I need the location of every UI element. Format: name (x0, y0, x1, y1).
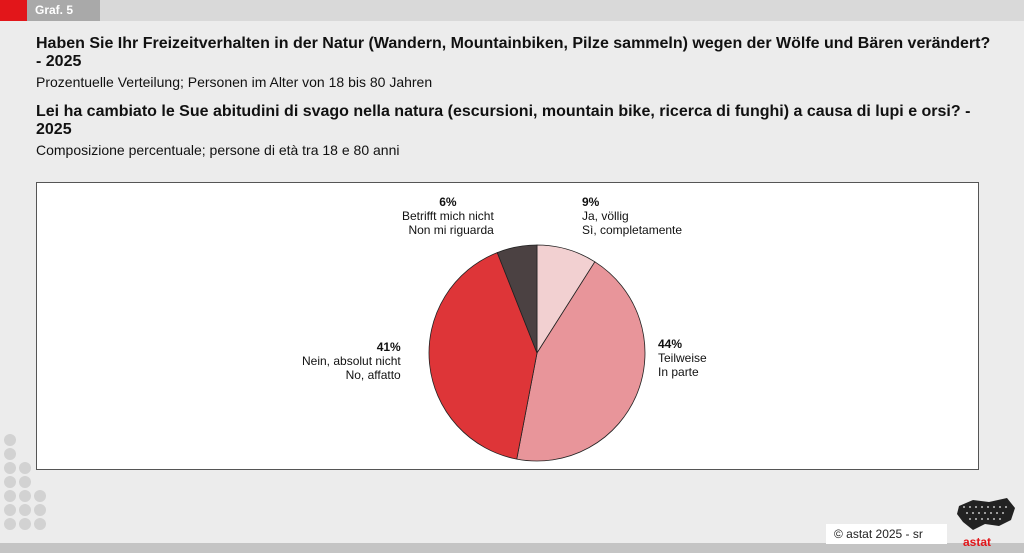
pie-slice-1 (516, 261, 646, 462)
decorative-dot (4, 476, 16, 488)
decorative-dot (19, 518, 31, 530)
decorative-dot (4, 518, 16, 530)
chart-subtitle-it: Composizione percentuale; persone di età… (36, 142, 400, 158)
decorative-dot (4, 462, 16, 474)
slice-label-de: Teilweise (658, 351, 707, 365)
decorative-dot (4, 504, 16, 516)
slice-label-it: Sì, completamente (582, 223, 683, 237)
footer-band (0, 543, 1024, 553)
decorative-dot (34, 490, 46, 502)
chart-title-it: Lei ha cambiato le Sue abitudini di svag… (36, 103, 971, 138)
slice-pct: 6% (439, 195, 457, 209)
pie-slice-2 (428, 252, 538, 460)
slice-pct: 9% (582, 195, 600, 209)
decorative-dot (34, 504, 46, 516)
astat-logo-text: astat (963, 535, 992, 549)
slice-label-teilweise: 44% Teilweise In parte (658, 337, 707, 379)
decorative-dot (4, 434, 16, 446)
slice-label-it: In parte (658, 365, 699, 379)
decorative-dot (4, 448, 16, 460)
chart-panel: 6% Betrifft mich nicht Non mi riguarda 9… (36, 182, 979, 470)
decorative-dot (19, 476, 31, 488)
slice-pct: 41% (376, 340, 401, 354)
decorative-dot (19, 490, 31, 502)
slice-label-it: Non mi riguarda (408, 223, 494, 237)
graf-badge-accent (0, 0, 27, 21)
chart-subtitle-de: Prozentuelle Verteilung; Personen im Alt… (36, 74, 433, 90)
decorative-dots-pattern (4, 434, 46, 530)
pie-slice-3 (496, 244, 538, 354)
header-band (0, 0, 1024, 21)
slice-label-de: Nein, absolut nicht (302, 354, 401, 368)
pie-chart (428, 244, 646, 462)
slice-label-de: Ja, völlig (582, 209, 629, 223)
slice-label-betrifft: 6% Betrifft mich nicht Non mi riguarda (402, 195, 494, 237)
slice-pct: 44% (658, 337, 683, 351)
decorative-dot (4, 490, 16, 502)
decorative-dot (19, 504, 31, 516)
graf-badge-label: Graf. 5 (35, 3, 74, 17)
slice-label-de: Betrifft mich nicht (402, 209, 494, 223)
decorative-dot (19, 462, 31, 474)
slice-label-ja: 9% Ja, völlig Sì, completamente (582, 195, 682, 237)
astat-logo-icon (957, 498, 1015, 530)
slice-label-it: No, affatto (345, 368, 401, 382)
slice-label-nein: 41% Nein, absolut nicht No, affatto (302, 340, 401, 382)
copyright-box (826, 524, 947, 544)
decorative-dot (34, 518, 46, 530)
chart-title-de: Haben Sie Ihr Freizeitverhalten in der N… (36, 35, 991, 70)
copyright-text: © astat 2025 - sr (834, 527, 923, 541)
